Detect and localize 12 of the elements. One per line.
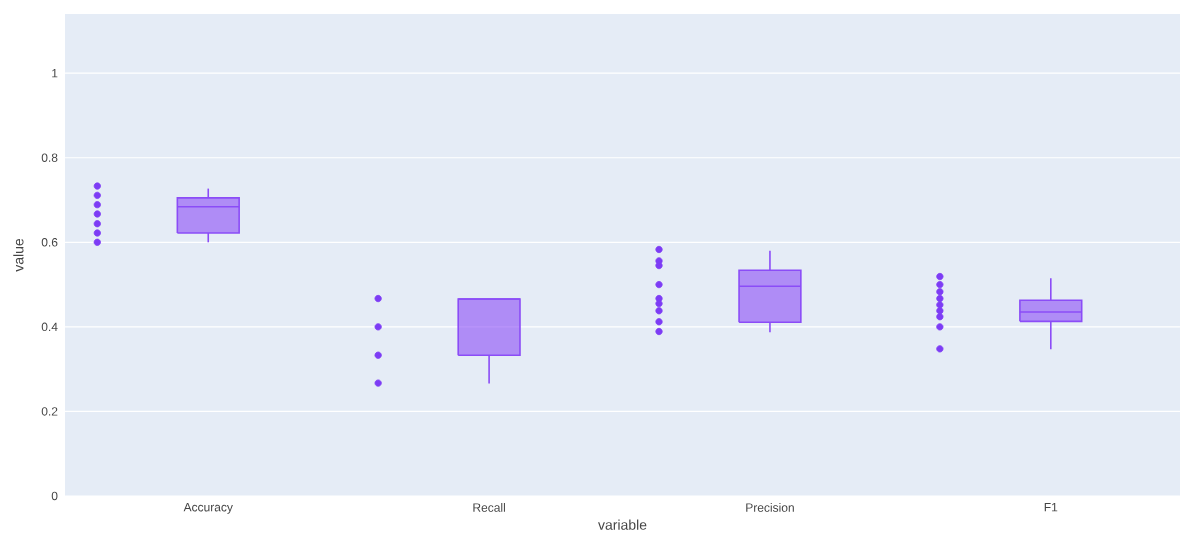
x-tick-label: Recall [473, 503, 505, 512]
y-axis-title: value [13, 238, 24, 272]
y-tick-label: 0.2 [41, 407, 58, 416]
x-tick-label: Precision [746, 503, 794, 512]
y-tick-label: 0.4 [41, 322, 58, 332]
x-tick-label: F1 [1044, 503, 1058, 512]
y-tick-label: 1 [52, 69, 58, 78]
y-tick-label: 0.8 [41, 153, 58, 162]
x-axis-title: variable [598, 519, 647, 530]
y-tick-label: 0.6 [41, 238, 58, 247]
y-tick-label: 0 [51, 491, 58, 501]
x-tick-label: Accuracy [183, 503, 233, 514]
